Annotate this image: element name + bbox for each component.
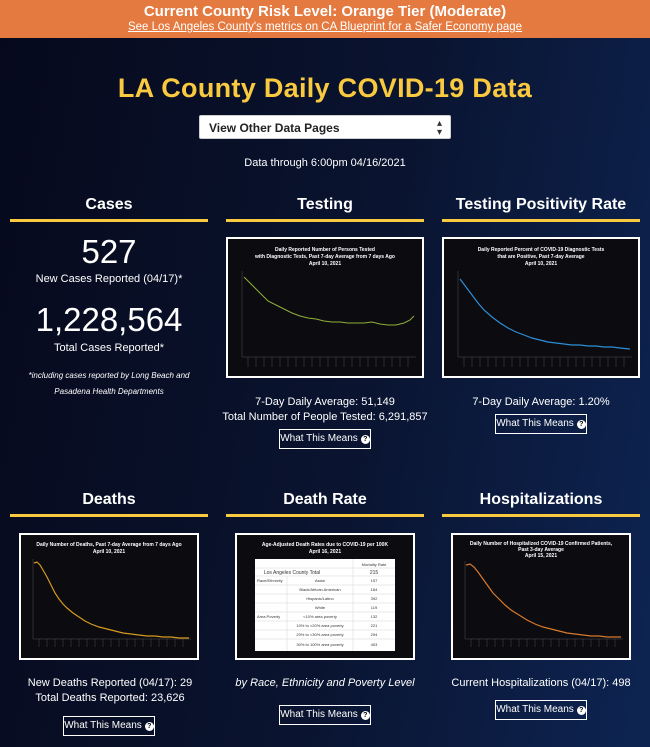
death-rate-heading: Death Rate: [283, 491, 367, 508]
testing-what-this-means-button[interactable]: What This Means?: [279, 429, 371, 449]
testing-rule: [226, 219, 424, 222]
testing-chart-title-2: with Diagnostic Tests, Past 7-day Averag…: [254, 254, 395, 260]
positivity-heading: Testing Positivity Rate: [455, 196, 627, 213]
hosp-chart-title-2: Past 3-day Average: [518, 547, 564, 553]
hosp-chart[interactable]: Daily Number of Hospitalized COVID-19 Co…: [451, 533, 631, 660]
deaths-chart[interactable]: Daily Number of Deaths, Past 7-day Avera…: [19, 533, 199, 660]
hosp-heading: Hospitalizations: [479, 491, 603, 508]
deaths-x-ticks: [38, 639, 184, 647]
death-rate-caption: by Race, Ethnicity and Poverty Level: [235, 677, 415, 689]
positivity-x-ticks: [463, 357, 625, 367]
deaths-series-line: [33, 561, 189, 639]
question-circle-icon: ?: [144, 722, 154, 731]
hosp-what-this-means-button[interactable]: What This Means?: [495, 700, 587, 720]
death-rate-rule: [226, 514, 424, 517]
testing-button-label: What This Means: [280, 433, 358, 444]
new-cases-number: 527: [81, 233, 137, 270]
positivity-button-label: What This Means: [496, 418, 574, 429]
testing-chart-title-1: Daily Reported Number of Persons Tested: [275, 247, 375, 253]
positivity-average: 7-Day Daily Average: 1.20%: [472, 396, 610, 408]
positivity-chart-title-3: April 10, 2021: [525, 261, 557, 267]
deaths-button-label: What This Means: [64, 720, 142, 731]
positivity-rule: [442, 219, 640, 222]
row-label: Black/African American: [299, 587, 340, 592]
row-value: 221: [371, 623, 378, 628]
hosp-current: Current Hospitalizations (04/17): 498: [451, 677, 631, 689]
testing-series-line: [243, 276, 415, 326]
row-value: 132: [371, 614, 378, 619]
death-rate-table-title-2: April 16, 2021: [309, 549, 341, 555]
risk-banner: Current County Risk Level: Orange Tier (…: [0, 0, 650, 38]
row-label: Hispanic/Latino: [306, 596, 334, 601]
testing-heading: Testing: [297, 196, 353, 213]
row-value: 119: [371, 605, 378, 610]
testing-total: Total Number of People Tested: 6,291,857: [222, 411, 428, 423]
deaths-heading: Deaths: [82, 491, 136, 508]
deaths-rule: [10, 514, 208, 517]
row-label: White: [315, 605, 326, 610]
hosp-series-line: [465, 563, 621, 638]
table-grid: [255, 559, 395, 651]
positivity-series-line: [459, 278, 631, 350]
hosp-chart-title-3: April 15, 2021: [525, 553, 557, 559]
cases-rule: [10, 219, 208, 222]
deaths-new: New Deaths Reported (04/17): 29: [27, 677, 193, 689]
risk-level-title: Current County Risk Level: Orange Tier (…: [143, 3, 507, 20]
hosp-button-label: What This Means: [496, 704, 574, 715]
row-group: Race/Ethnicity: [257, 578, 283, 583]
select-label: View Other Data Pages: [209, 121, 340, 135]
data-through-date: Data through 6:00pm 04/16/2021: [244, 157, 406, 169]
hosp-x-ticks: [470, 639, 616, 647]
positivity-chart[interactable]: Daily Reported Percent of COVID-19 Diagn…: [442, 237, 640, 378]
row-label: <10% area poverty: [303, 614, 337, 619]
cases-footnote: *including cases reported by Long Beach …: [28, 371, 190, 396]
death-rate-button-label: What This Means: [280, 709, 358, 720]
data-pages-select[interactable]: View Other Data Pages ▴ ▾: [199, 115, 451, 139]
deaths-total: Total Deaths Reported: 23,626: [35, 692, 185, 704]
death-rate-table-title-1: Age-Adjusted Death Rates due to COVID-19…: [262, 542, 389, 548]
testing-average: 7-Day Daily Average: 51,149: [255, 396, 395, 408]
updown-caret-icon: ▴ ▾: [436, 118, 442, 138]
new-cases-label: New Cases Reported (04/17)*: [35, 273, 183, 285]
row-group: Area Poverty: [257, 614, 280, 619]
row-label: 20% to <30% area poverty: [296, 632, 343, 637]
row-label: Asian: [315, 578, 325, 583]
row-label: 30% to 100% area poverty: [296, 642, 343, 647]
total-cases-number: 1,228,564: [35, 301, 183, 338]
county-total-label: Los Angeles County Total: [264, 570, 320, 576]
deaths-chart-title-1: Daily Number of Deaths, Past 7-day Avera…: [36, 542, 181, 548]
hosp-chart-title-1: Daily Number of Hospitalized COVID-19 Co…: [470, 541, 613, 547]
testing-x-ticks: [247, 357, 409, 367]
positivity-what-this-means-button[interactable]: What This Means?: [495, 414, 587, 434]
question-circle-icon: ?: [360, 435, 370, 444]
death-rate-table: [255, 559, 395, 651]
row-value: 184: [371, 587, 378, 592]
total-cases-label: Total Cases Reported*: [53, 342, 165, 354]
hosp-rule: [442, 514, 640, 517]
testing-chart-title-3: April 10, 2021: [309, 261, 341, 267]
row-value: 294: [371, 632, 378, 637]
row-label: 10% to <20% area poverty: [296, 623, 343, 628]
cases-heading: Cases: [85, 196, 133, 213]
row-value: 392: [371, 596, 378, 601]
question-circle-icon: ?: [576, 420, 586, 429]
question-circle-icon: ?: [576, 706, 586, 715]
mortality-col-header: Mortality Rate: [362, 562, 387, 567]
row-value: 157: [371, 578, 378, 583]
testing-chart[interactable]: Daily Reported Number of Persons Tested …: [226, 237, 424, 378]
positivity-chart-title-2: that are Positive, Past 7-day Average: [497, 254, 584, 260]
blueprint-link[interactable]: See Los Angeles County's metrics on CA B…: [127, 21, 523, 33]
deaths-chart-title-2: April 10, 2021: [93, 549, 125, 555]
page-title: LA County Daily COVID-19 Data: [117, 73, 533, 103]
death-rate-table-image[interactable]: Age-Adjusted Death Rates due to COVID-19…: [235, 533, 415, 660]
county-total-value: 215: [370, 570, 379, 576]
row-value: 403: [371, 642, 378, 647]
positivity-chart-title-1: Daily Reported Percent of COVID-19 Diagn…: [478, 247, 605, 253]
table-rows: Race/Ethnicity Asian 157 Black/African A…: [257, 578, 378, 647]
death-rate-what-this-means-button[interactable]: What This Means?: [279, 705, 371, 725]
question-circle-icon: ?: [360, 711, 370, 720]
deaths-what-this-means-button[interactable]: What This Means?: [63, 716, 155, 736]
